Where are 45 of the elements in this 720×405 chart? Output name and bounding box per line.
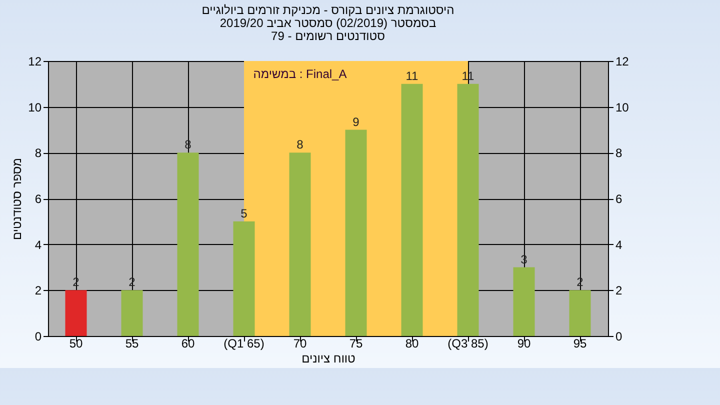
y-tick-label: 6 xyxy=(34,192,42,206)
x-tick-label: (Q1 65) xyxy=(224,336,264,350)
bar xyxy=(177,152,199,336)
y2-tick-label: 4 xyxy=(616,238,622,252)
data-label: 11 xyxy=(462,68,475,83)
x-tick-label: 60 xyxy=(181,336,195,350)
bar xyxy=(569,290,591,336)
y-tick-label: 10 xyxy=(28,100,42,114)
y-tick-label: 2 xyxy=(34,284,42,298)
x-tick-label: 55 xyxy=(125,336,139,350)
text: היסטוגרמת ציונים בקורס - מכניקת זורמים ביולוגיים xyxy=(202,3,454,17)
y-tick-label: 4 xyxy=(34,238,42,252)
x-tick-label: 80 xyxy=(405,336,419,350)
y2-tick-label: 10 xyxy=(616,100,630,114)
data-label: 8 xyxy=(296,138,304,152)
bar xyxy=(289,152,311,336)
bar xyxy=(401,84,423,336)
y2-tick-label: 6 xyxy=(616,192,622,206)
bar xyxy=(65,290,87,336)
data-label: 11 xyxy=(406,68,419,83)
data-label: 9 xyxy=(352,114,360,129)
bar xyxy=(121,290,143,336)
x-tick-label: 95 xyxy=(573,336,587,350)
y-tick-label: 8 xyxy=(34,146,42,160)
x-tick-label: (Q3 85) xyxy=(448,336,488,350)
bar xyxy=(457,84,479,336)
bar xyxy=(233,221,255,336)
bar xyxy=(513,267,535,336)
y2-tick-label: 2 xyxy=(616,284,622,298)
y2-tick-label: 0 xyxy=(616,330,622,344)
x-axis-title: טווח ציונים xyxy=(302,352,356,366)
data-label: 5 xyxy=(240,206,248,220)
bar xyxy=(345,130,367,336)
x-tick-label: 90 xyxy=(517,336,531,350)
y-tick-label: 12 xyxy=(28,54,42,68)
x-tick-label: 50 xyxy=(69,336,83,350)
y-tick-label: 0 xyxy=(34,330,42,344)
x-tick-label: 70 xyxy=(293,336,307,350)
text: סטודנטים רשומים - 79 xyxy=(271,29,385,43)
annotation: במשימה : Final_A xyxy=(253,67,347,81)
y2-tick-label: 8 xyxy=(616,146,622,160)
x-tick-label: 75 xyxy=(349,336,363,350)
y-axis-title: מספר סטודנטים xyxy=(10,158,24,240)
y2-tick-label: 12 xyxy=(616,54,630,68)
text: בסמסטר (02/2019) סמסטר אביב 2019/20 xyxy=(220,16,436,30)
